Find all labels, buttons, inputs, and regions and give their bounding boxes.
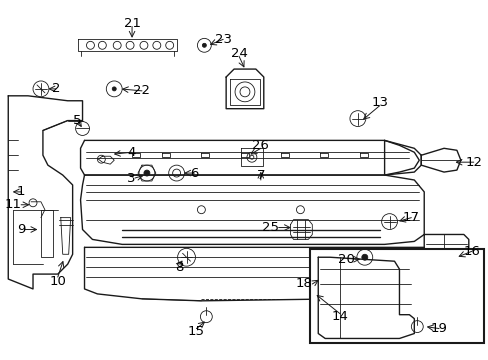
- Circle shape: [143, 170, 150, 176]
- Text: 15: 15: [187, 325, 204, 338]
- Text: 20: 20: [337, 253, 354, 266]
- Text: 19: 19: [430, 322, 447, 335]
- Text: 17: 17: [402, 211, 419, 224]
- Text: 12: 12: [464, 156, 481, 169]
- Text: 16: 16: [462, 245, 479, 258]
- Text: 24: 24: [230, 47, 247, 60]
- Text: 18: 18: [295, 278, 312, 291]
- Text: 22: 22: [133, 84, 150, 97]
- Circle shape: [112, 87, 116, 91]
- Bar: [310, 249, 483, 343]
- Circle shape: [361, 254, 367, 260]
- Text: 2: 2: [51, 82, 60, 95]
- Text: 13: 13: [370, 96, 387, 109]
- Text: 9: 9: [17, 223, 25, 236]
- Circle shape: [202, 43, 206, 47]
- Text: 23: 23: [214, 33, 231, 46]
- Text: 1: 1: [17, 185, 25, 198]
- Text: 11: 11: [4, 198, 21, 211]
- Text: 25: 25: [261, 221, 278, 234]
- Text: 7: 7: [256, 168, 264, 181]
- Text: 14: 14: [331, 310, 348, 323]
- Text: 5: 5: [73, 114, 81, 127]
- Text: 10: 10: [49, 275, 66, 288]
- Text: 4: 4: [127, 146, 136, 159]
- Text: 21: 21: [123, 17, 140, 30]
- Text: 6: 6: [190, 167, 198, 180]
- Text: 26: 26: [252, 139, 269, 152]
- Text: 8: 8: [175, 261, 183, 274]
- Text: 3: 3: [126, 171, 135, 185]
